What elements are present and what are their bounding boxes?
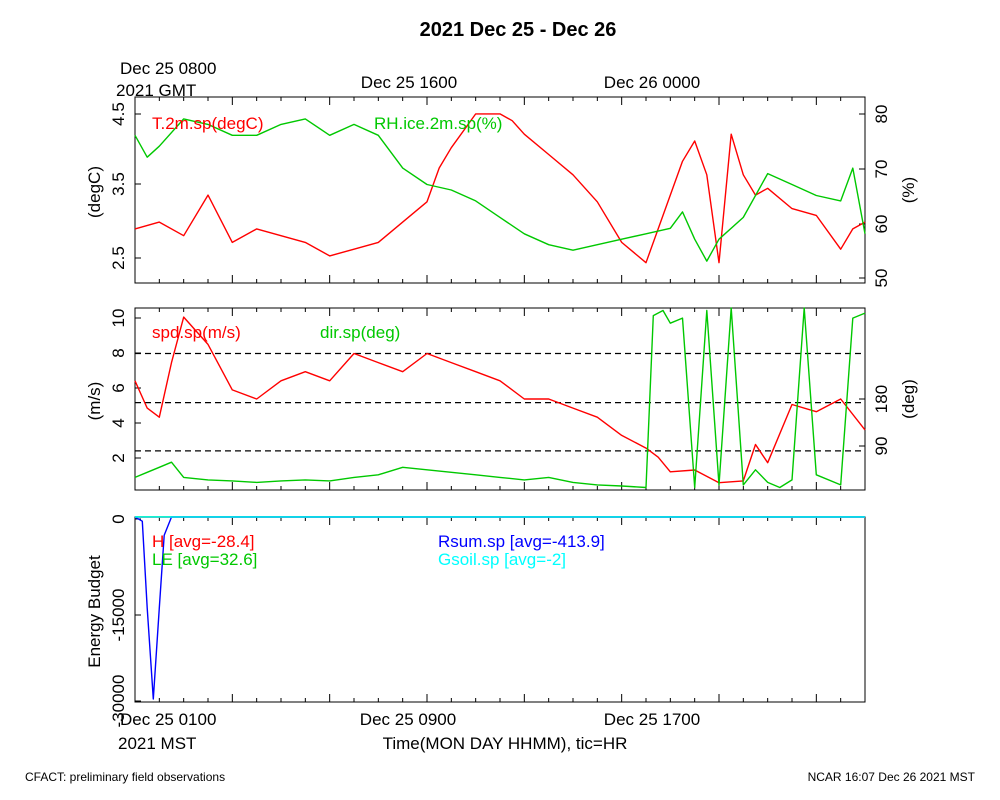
series-line-rh-ice-2m-sp-	[134, 118, 866, 262]
y-tick-label-right: 60	[872, 215, 891, 234]
legend-spd: spd.sp(m/s)	[152, 323, 241, 342]
y-tick-label-left: 4	[109, 418, 128, 427]
top-axis-tick-label-1: Dec 25 1600	[361, 73, 457, 92]
top-axis-tick-label-2: Dec 26 0000	[604, 73, 700, 92]
legend-h: H [avg=-28.4]	[152, 532, 255, 551]
y-tick-label-right: 50	[872, 269, 891, 288]
y-tick-label-left: 8	[109, 348, 128, 357]
legend-rsum: Rsum.sp [avg=-413.9]	[438, 532, 605, 551]
series-line-t-2m-sp-degc-	[134, 113, 866, 264]
y-tick-label-right: 70	[872, 160, 891, 179]
bottom-axis-tick-label-2: Dec 25 1700	[604, 710, 700, 729]
bottom-axis-start-year: 2021 MST	[118, 734, 196, 753]
chart-title: 2021 Dec 25 - Dec 26	[420, 19, 617, 41]
series-line-rsum-sp	[134, 516, 865, 700]
y-axis-label-left: Energy Budget	[85, 555, 104, 668]
bottom-axis-tick-label-1: Dec 25 0900	[360, 710, 456, 729]
legend-le: LE [avg=32.6]	[152, 550, 257, 569]
y-tick-label-left: 4.5	[109, 102, 128, 126]
x-axis-label: Time(MON DAY HHMM), tic=HR	[383, 734, 628, 753]
y-tick-label-right: 180	[872, 385, 891, 413]
plot-frame	[134, 307, 866, 491]
wind-panel: 2 4 6 8 10 90 180 (m/s) (deg) spd.sp(m/s) dir.sp(d…	[85, 307, 918, 491]
y-tick-label-left: -15000	[109, 589, 128, 642]
top-axis-start-label: Dec 25 0800	[120, 59, 216, 78]
legend-gsoil: Gsoil.sp [avg=-2]	[438, 550, 566, 569]
legend-t2m: T.2m.sp(degC)	[152, 114, 263, 133]
legend-dir: dir.sp(deg)	[320, 323, 400, 342]
bottom-axis-start-label: Dec 25 0100	[120, 710, 216, 729]
y-tick-label-right: 80	[872, 105, 891, 124]
y-axis-label-left: (m/s)	[85, 382, 104, 421]
y-tick-label-left: 10	[109, 309, 128, 328]
y-tick-label-left: -30000	[109, 675, 128, 728]
y-axis-label-left: (degC)	[85, 166, 104, 218]
y-tick-label-left: 3.5	[109, 172, 128, 196]
temperature-rh-panel: 2.5 3.5 4.5 50 60 70 80 (degC) (%) T.2m.sp(degC) R…	[85, 96, 918, 288]
energy-budget-panel: 0 -15000 -30000 Energy Budget H [avg=-28.4]L…	[85, 514, 866, 728]
y-tick-label-left: 2	[109, 453, 128, 462]
y-tick-label-right: 90	[872, 437, 891, 456]
series-line-dir-sp-deg-	[134, 307, 866, 489]
y-axis-label-right: (deg)	[899, 379, 918, 419]
y-tick-label-left: 0	[109, 514, 128, 523]
series-line-spd-sp-m-s-	[134, 316, 866, 484]
y-tick-label-left: 6	[109, 383, 128, 392]
y-axis-label-right: (%)	[899, 177, 918, 203]
footer-left: CFACT: preliminary field observations	[25, 770, 225, 784]
legend-rh: RH.ice.2m.sp(%)	[374, 114, 502, 133]
footer-right: NCAR 16:07 Dec 26 2021 MST	[808, 770, 976, 784]
y-tick-label-left: 2.5	[109, 246, 128, 270]
top-axis-start-year: 2021 GMT	[116, 81, 196, 100]
